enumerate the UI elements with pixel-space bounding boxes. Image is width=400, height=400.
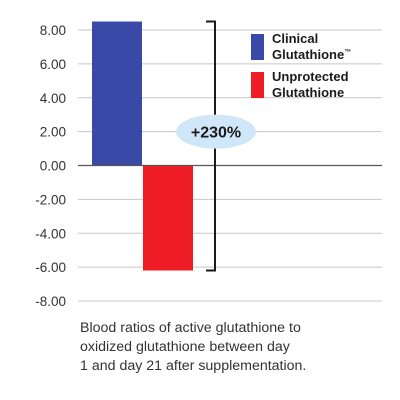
annotation-badge: +230% bbox=[176, 114, 256, 149]
y-tick-label: 2.00 bbox=[40, 125, 66, 140]
annotation-label: +230% bbox=[191, 125, 241, 142]
y-tick-label: -4.00 bbox=[35, 226, 66, 241]
legend-entry-unprotected: Unprotected Glutathione bbox=[251, 69, 349, 100]
chart-caption: Blood ratios of active glutathione to ox… bbox=[80, 319, 380, 376]
caption-line: Blood ratios of active glutathione to bbox=[80, 320, 301, 336]
legend-swatch-unprotected bbox=[251, 72, 264, 98]
y-tick-label: 6.00 bbox=[40, 57, 66, 72]
caption-line: 1 and day 21 after supplementation. bbox=[80, 358, 307, 374]
y-tick-label: -2.00 bbox=[35, 192, 66, 207]
trademark-mark: ™ bbox=[344, 49, 351, 56]
y-tick-label: 4.00 bbox=[40, 91, 66, 106]
legend: Clinical Glutathione™ Unprotected Glutat… bbox=[251, 31, 351, 100]
legend-swatch-clinical bbox=[251, 34, 264, 60]
annotation-ellipse bbox=[176, 114, 256, 149]
bar-clinical bbox=[92, 21, 142, 166]
y-tick-label: 8.00 bbox=[40, 23, 66, 38]
y-tick-label: -8.00 bbox=[35, 294, 66, 309]
legend-entry-clinical: Clinical Glutathione™ bbox=[251, 31, 351, 62]
bar-unprotected bbox=[143, 165, 193, 271]
legend-label-clinical-line2: Glutathione bbox=[272, 47, 344, 62]
legend-label-clinical-line1: Clinical bbox=[272, 31, 318, 46]
svg-text:Glutathione™: Glutathione™ bbox=[272, 47, 351, 62]
y-tick-label: 0.00 bbox=[40, 159, 66, 174]
chart: 8.00 6.00 4.00 2.00 0.00 -2.00 -4.00 -6.00 -8.00… bbox=[35, 20, 382, 309]
legend-label-unprotected-line2: Glutathione bbox=[272, 85, 344, 100]
bars bbox=[92, 21, 193, 271]
y-tick-label: -6.00 bbox=[35, 260, 66, 275]
legend-label-unprotected-line1: Unprotected bbox=[272, 69, 349, 84]
y-axis-ticks: 8.00 6.00 4.00 2.00 0.00 -2.00 -4.00 -6.00 -8.00 bbox=[35, 23, 66, 309]
caption-line: oxidized glutathione between day bbox=[80, 339, 290, 355]
